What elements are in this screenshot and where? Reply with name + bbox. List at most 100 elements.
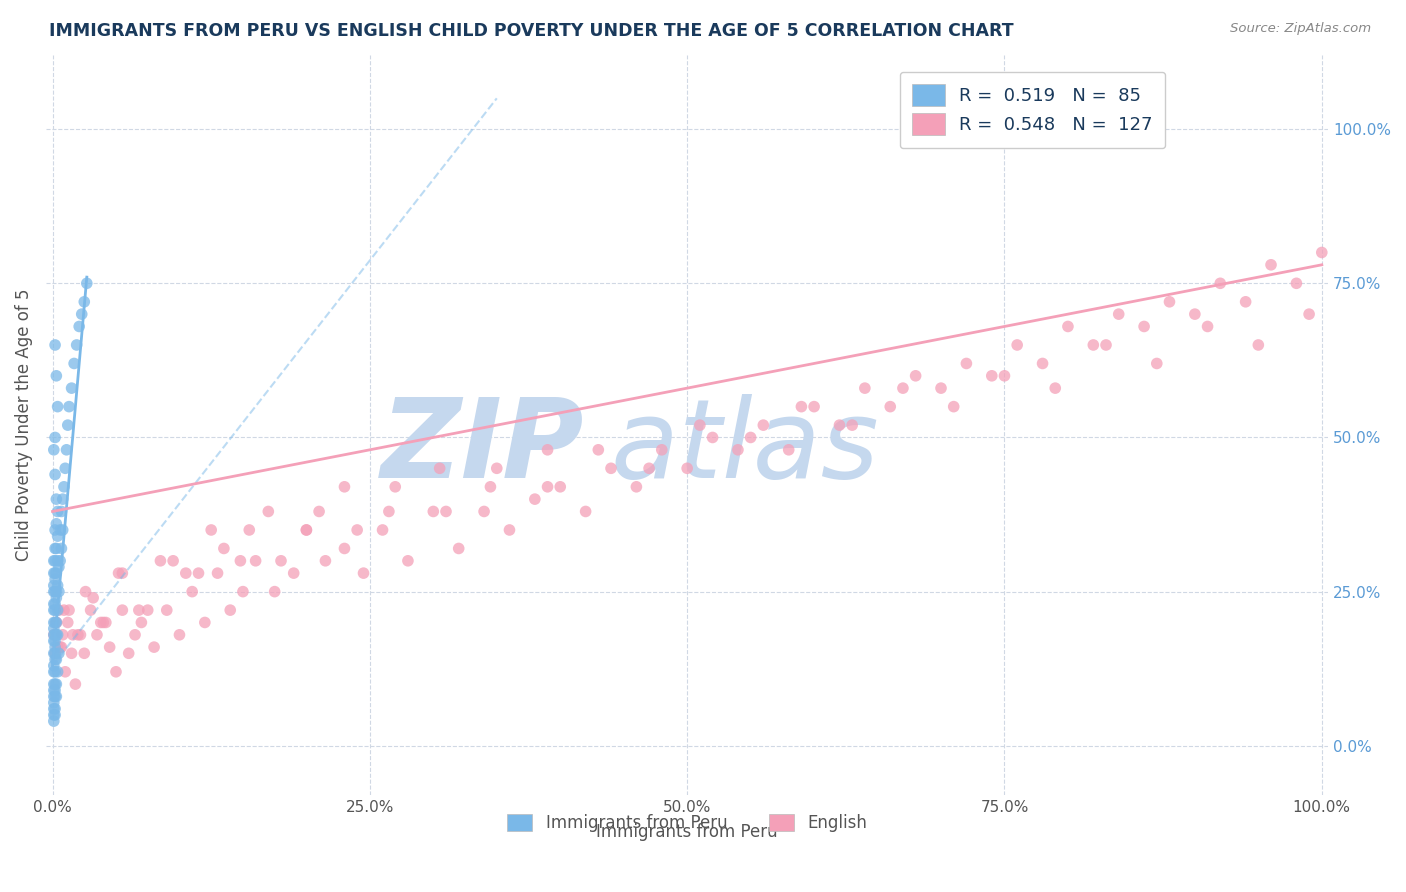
Point <box>548 480 571 494</box>
Point <box>270 554 292 568</box>
Point <box>333 541 356 556</box>
Point <box>44 652 66 666</box>
Point <box>42 646 65 660</box>
Point <box>536 480 558 494</box>
Point <box>42 658 65 673</box>
Point <box>52 628 75 642</box>
Point <box>48 646 70 660</box>
Point <box>82 591 104 605</box>
Point <box>626 480 648 494</box>
Point <box>42 628 65 642</box>
Point <box>1209 277 1232 291</box>
Point <box>238 523 260 537</box>
Point <box>49 640 72 654</box>
Point <box>58 603 80 617</box>
Point <box>44 690 66 704</box>
Point <box>702 430 724 444</box>
Point <box>42 677 65 691</box>
Point <box>131 615 153 630</box>
Point <box>44 665 66 679</box>
Point <box>63 356 86 370</box>
Point <box>162 554 184 568</box>
Y-axis label: Child Poverty Under the Age of 5: Child Poverty Under the Age of 5 <box>15 289 32 561</box>
Point <box>44 523 66 537</box>
Point <box>58 400 80 414</box>
Point <box>498 523 520 537</box>
Point <box>904 368 927 383</box>
Point <box>44 572 66 586</box>
Point <box>942 400 965 414</box>
Point <box>314 554 336 568</box>
Point <box>143 640 166 654</box>
Point <box>44 683 66 698</box>
Point <box>295 523 318 537</box>
Point <box>111 603 134 617</box>
Point <box>1057 319 1080 334</box>
Point <box>803 400 825 414</box>
Point <box>51 541 73 556</box>
Point <box>66 338 89 352</box>
Point <box>45 492 67 507</box>
Point <box>94 615 117 630</box>
Point <box>1032 356 1054 370</box>
Point <box>479 480 502 494</box>
Point <box>45 368 67 383</box>
Point <box>73 294 96 309</box>
Point <box>42 615 65 630</box>
Point <box>44 628 66 642</box>
Point <box>56 418 79 433</box>
Text: ZIP: ZIP <box>381 394 585 500</box>
Point <box>49 554 72 568</box>
Point <box>229 554 252 568</box>
Point <box>46 554 69 568</box>
Point <box>45 615 67 630</box>
Point <box>853 381 876 395</box>
Point <box>45 541 67 556</box>
Point <box>993 368 1015 383</box>
Point <box>60 381 83 395</box>
Point <box>44 566 66 581</box>
Point <box>46 628 69 642</box>
Point <box>740 430 762 444</box>
Point <box>212 541 235 556</box>
Point <box>46 665 69 679</box>
Point <box>48 603 70 617</box>
Point <box>1197 319 1219 334</box>
Point <box>1083 338 1105 352</box>
Point <box>422 504 444 518</box>
Point <box>107 566 129 581</box>
Point <box>263 584 285 599</box>
Point <box>60 646 83 660</box>
Point <box>447 541 470 556</box>
Point <box>169 628 191 642</box>
Point <box>44 467 66 482</box>
Point <box>51 640 73 654</box>
Point <box>600 461 623 475</box>
Point <box>651 442 673 457</box>
Point <box>46 504 69 518</box>
Point <box>42 554 65 568</box>
Point <box>52 492 75 507</box>
Point <box>396 554 419 568</box>
Point <box>1005 338 1028 352</box>
Point <box>1146 356 1168 370</box>
Point <box>69 628 91 642</box>
Point <box>232 584 254 599</box>
Point <box>56 615 79 630</box>
Point <box>51 504 73 518</box>
Point <box>194 615 217 630</box>
Point <box>42 665 65 679</box>
Point <box>45 516 67 531</box>
Point <box>980 368 1002 383</box>
Point <box>588 442 610 457</box>
Point <box>45 591 67 605</box>
Point <box>207 566 229 581</box>
Point <box>257 504 280 518</box>
Point <box>523 492 546 507</box>
Point <box>245 554 267 568</box>
Point <box>308 504 330 518</box>
Point <box>42 566 65 581</box>
Point <box>42 683 65 698</box>
Point <box>676 461 699 475</box>
Point <box>86 628 108 642</box>
